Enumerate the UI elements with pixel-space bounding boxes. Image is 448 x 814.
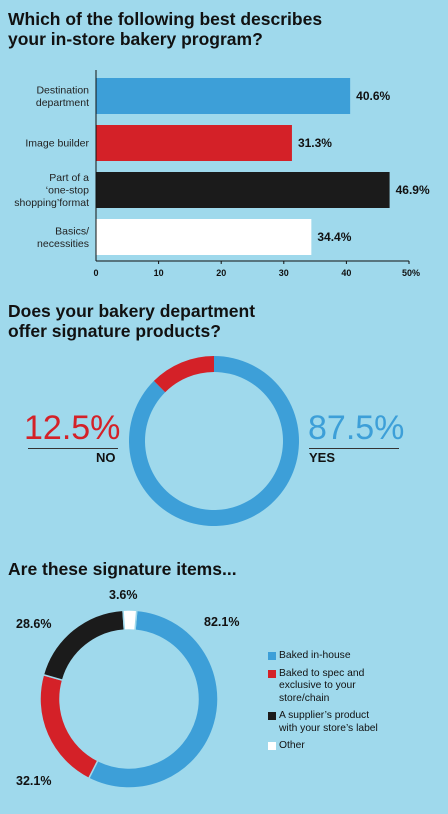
donut2-value-label-1: 32.1% — [16, 774, 51, 788]
bar-category-label-3: Basics/necessities — [37, 225, 89, 250]
legend-swatch-3 — [268, 742, 276, 750]
bar-value-label-3: 34.4% — [317, 230, 351, 244]
legend-swatch-1 — [268, 669, 276, 678]
bar-tick-label-2: 20 — [216, 268, 226, 278]
bar-0 — [96, 78, 351, 114]
donut2-value-label-3: 3.6% — [109, 588, 138, 602]
donut2-slice-1 — [39, 673, 99, 780]
legend-label-line: Baked in-house — [279, 650, 351, 661]
bar-value-label-1: 31.3% — [298, 136, 332, 150]
donut2-slice-0 — [87, 609, 219, 789]
bar-tick-label-1: 10 — [154, 268, 164, 278]
legend-label-line: Baked to spec and — [279, 667, 365, 679]
bar-value-label-0: 40.6% — [356, 89, 390, 103]
donut2-title: Are these signature items... — [8, 559, 237, 579]
donut-chart-signature — [129, 356, 300, 526]
donut1-title-line2: offer signature products? — [8, 321, 221, 341]
no-label: NO — [96, 450, 116, 465]
bar-chart-title-line1: Which of the following best describes — [8, 9, 323, 29]
bar-tick-label-0: 0 — [93, 268, 98, 278]
bar-category-line: ‘one-stop — [46, 185, 89, 197]
bar-3 — [96, 219, 312, 255]
donut1-title: Does your bakery department offer signat… — [8, 301, 255, 341]
bar-category-line: department — [36, 97, 89, 109]
legend-item-3: Other — [268, 740, 438, 753]
legend-swatch-0 — [268, 652, 276, 660]
yes-label: YES — [309, 450, 336, 465]
bar-tick-label-5: 50% — [402, 268, 420, 278]
donut2-value-label-2: 28.6% — [16, 617, 51, 631]
donut2-slice-3 — [122, 609, 138, 632]
yes-percentage: 87.5% — [308, 409, 405, 447]
donut2-value-label-0: 82.1% — [204, 615, 239, 629]
bar-category-line: necessities — [37, 238, 89, 250]
no-divider — [28, 448, 118, 449]
donut1-title-line1: Does your bakery department — [8, 301, 256, 321]
legend-label-line: store/chain — [279, 692, 330, 704]
bar-chart: 40.6% Destination department 31.3% Image bui… — [14, 70, 430, 278]
bar-category-label-0: Destination department — [36, 84, 89, 109]
bar-chart-title: Which of the following best describes yo… — [8, 9, 322, 49]
legend-item-2: A supplier’s product with your store’s la… — [268, 710, 438, 735]
bar-category-line: shopping’format — [14, 197, 89, 209]
bar-1 — [96, 125, 292, 161]
legend-item-1: Baked to spec and exclusive to your store/… — [268, 668, 438, 706]
yes-divider — [309, 448, 399, 449]
legend-label-line: with your store’s label — [279, 722, 378, 734]
bar-tick-label-3: 30 — [279, 268, 289, 278]
bar-category-label-2: Part of a ‘one-stop shopping’format — [14, 172, 89, 209]
donut2-slice-2 — [42, 609, 126, 682]
donut2-legend: Baked in-house Baked to spec and exclusive… — [268, 650, 438, 758]
bar-category-line: Destination — [36, 84, 89, 96]
legend-item-0: Baked in-house — [268, 650, 438, 663]
no-percentage: 12.5% — [24, 409, 121, 447]
bar-chart-title-line2: your in-store bakery program? — [8, 29, 263, 49]
bar-category-line: Part of a — [49, 172, 89, 184]
bar-2 — [96, 172, 390, 208]
legend-label-line: Other — [279, 740, 305, 751]
legend-label-line: exclusive to your — [279, 680, 356, 691]
bar-category-line: Image builder — [25, 138, 89, 150]
donut1-slice-1 — [153, 356, 214, 393]
bar-category-line: Basics/ — [55, 225, 89, 237]
bar-value-label-2: 46.9% — [396, 183, 430, 197]
bar-tick-label-4: 40 — [341, 268, 351, 278]
legend-swatch-2 — [268, 712, 276, 720]
bar-category-label-1: Image builder — [25, 138, 89, 150]
legend-label-line: A supplier’s product — [279, 710, 370, 721]
